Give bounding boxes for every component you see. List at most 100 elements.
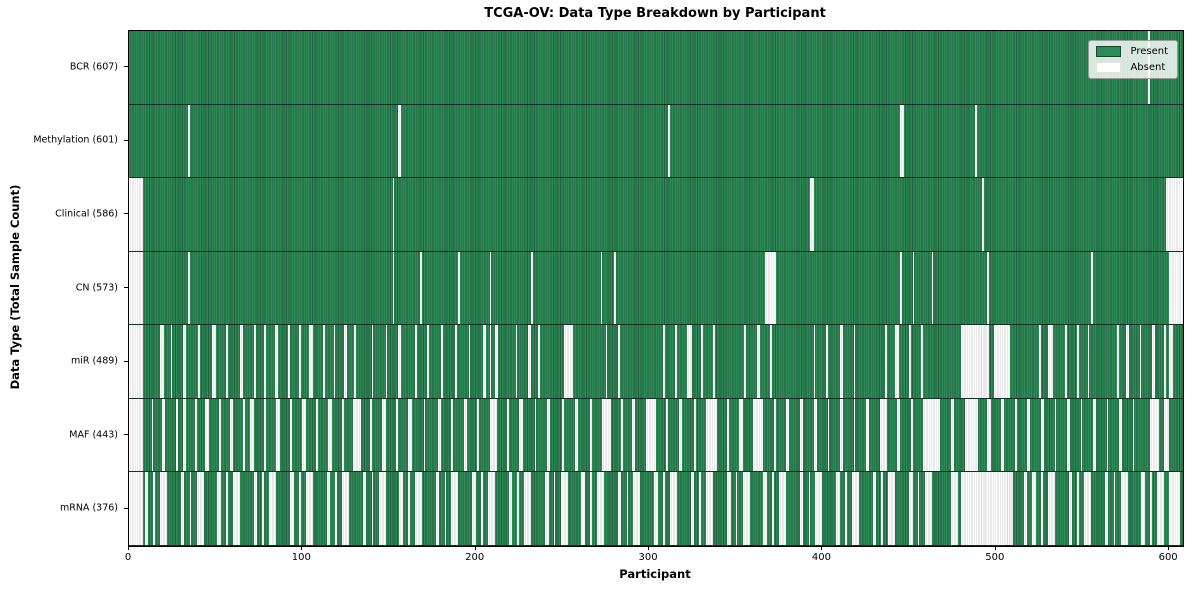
absent-segment — [253, 325, 256, 398]
absent-segment — [1047, 472, 1055, 545]
absent-segment — [1066, 398, 1071, 472]
absent-segment — [408, 398, 412, 472]
absent-segment — [454, 325, 457, 398]
absent-segment — [333, 325, 336, 398]
absent-segment — [160, 325, 164, 398]
absent-segment — [562, 398, 565, 472]
absent-segment — [175, 398, 178, 472]
absent-segment — [597, 472, 604, 545]
absent-segment — [250, 398, 254, 472]
absent-segment — [950, 472, 958, 545]
absent-segment — [617, 325, 620, 398]
y-tick-mark — [124, 360, 128, 362]
absent-segment — [352, 398, 362, 472]
absent-segment — [617, 472, 622, 545]
absent-segment — [444, 472, 447, 545]
absent-segment — [335, 472, 337, 545]
absent-segment — [262, 472, 265, 545]
absent-segment — [922, 398, 941, 472]
absent-segment — [706, 398, 717, 472]
absent-segment — [786, 398, 790, 472]
absent-segment — [397, 104, 402, 178]
x-axis: 0 100 200 300 400 500 600 — [125, 546, 1182, 572]
absent-segment — [1141, 472, 1145, 545]
absent-segment — [489, 398, 497, 472]
absent-segment — [827, 398, 830, 472]
absent-segment — [194, 398, 197, 472]
absent-segment — [243, 398, 246, 472]
absent-segment — [910, 398, 913, 472]
x-tick-mark — [821, 546, 823, 550]
legend-present-swatch — [1096, 46, 1122, 57]
legend-absent-label: Absent — [1130, 62, 1166, 73]
absent-segment — [129, 178, 143, 251]
absent-segment — [631, 398, 636, 472]
y-tick-label-miR: miR (489) — [70, 355, 118, 367]
row-band-BCR — [129, 31, 1183, 105]
absent-segment — [853, 325, 856, 398]
absent-segment — [1120, 472, 1128, 545]
absent-segment — [799, 472, 804, 545]
absent-segment — [744, 325, 747, 398]
absent-segment — [713, 325, 715, 398]
absent-segment — [423, 398, 426, 472]
absent-segment — [276, 398, 280, 472]
absent-segment — [160, 472, 168, 545]
y-tick-mark — [124, 213, 128, 215]
y-tick-mark — [124, 66, 128, 68]
absent-segment — [342, 398, 344, 472]
absent-segment — [534, 398, 537, 472]
absent-segment — [742, 472, 750, 545]
absent-segment — [371, 472, 374, 545]
y-tick-label-CN: CN (573) — [75, 282, 118, 293]
absent-segment — [1039, 325, 1041, 398]
absent-segment — [810, 178, 814, 251]
absent-segment — [654, 472, 658, 545]
x-tick-label: 500 — [985, 552, 1005, 563]
absent-segment — [1106, 398, 1109, 472]
absent-segment — [770, 325, 773, 398]
absent-segment — [1023, 472, 1027, 545]
absent-segment — [153, 472, 155, 545]
absent-segment — [239, 325, 244, 398]
absent-segment — [182, 398, 187, 472]
legend-present-label: Present — [1130, 46, 1168, 57]
absent-segment — [482, 325, 487, 398]
absent-segment — [909, 325, 911, 398]
absent-segment — [699, 472, 702, 545]
x-tick-label: 200 — [465, 552, 485, 563]
absent-segment — [1165, 178, 1183, 251]
row-band-mRNA — [129, 472, 1183, 546]
absent-segment — [302, 398, 306, 472]
y-tick-mark — [124, 139, 128, 141]
absent-segment — [564, 325, 573, 398]
absent-segment — [538, 325, 540, 398]
absent-segment — [851, 472, 859, 545]
absent-segment — [363, 472, 367, 545]
x-tick-mark — [648, 546, 650, 550]
absent-segment — [912, 251, 915, 325]
absent-segment — [1077, 325, 1079, 398]
absent-segment — [437, 398, 442, 472]
absent-segment — [1169, 325, 1173, 398]
absent-segment — [909, 472, 913, 545]
absent-segment — [305, 472, 313, 545]
absent-segment — [487, 472, 495, 545]
absent-segment — [614, 251, 617, 325]
absent-segment — [633, 472, 641, 545]
absent-segment — [1080, 398, 1083, 472]
absent-segment — [219, 398, 221, 472]
absent-segment — [765, 251, 776, 325]
absent-segment — [1150, 398, 1159, 472]
absent-segment — [753, 398, 764, 472]
absent-segment — [669, 472, 677, 545]
absent-segment — [739, 398, 743, 472]
x-tick-label: 300 — [638, 552, 658, 563]
absent-segment — [1087, 325, 1090, 398]
y-axis: BCR (607) Methylation (601) Clinical (586)… — [0, 30, 128, 545]
absent-segment — [494, 325, 499, 398]
absent-segment — [888, 472, 896, 545]
absent-segment — [1132, 398, 1135, 472]
legend-absent-swatch — [1096, 62, 1122, 73]
absent-segment — [605, 325, 608, 398]
